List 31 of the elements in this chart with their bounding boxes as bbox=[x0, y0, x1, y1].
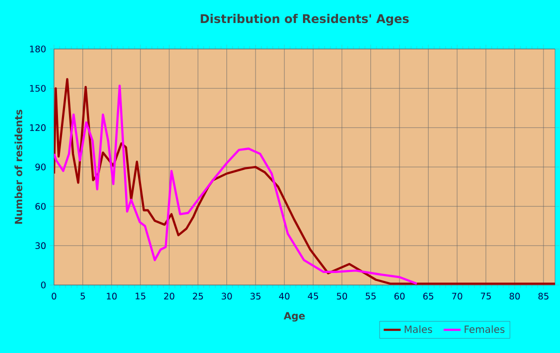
chart-title: Distribution of Residents' Ages bbox=[200, 14, 409, 26]
x-tick-label: 25 bbox=[192, 292, 203, 300]
x-tick-label: 80 bbox=[510, 292, 520, 300]
x-tick-label: 45 bbox=[308, 292, 318, 300]
x-tick-label: 60 bbox=[394, 292, 405, 300]
x-tick-label: 5 bbox=[80, 292, 85, 300]
x-tick-label: 20 bbox=[164, 292, 174, 300]
y-tick-label: 60 bbox=[35, 202, 46, 210]
x-tick-label: 55 bbox=[366, 292, 376, 300]
x-tick-label: 85 bbox=[538, 292, 548, 300]
y-tick-label: 30 bbox=[36, 242, 46, 250]
x-tick-label: 10 bbox=[106, 292, 117, 300]
line-series bbox=[54, 84, 418, 285]
x-tick-label: 0 bbox=[52, 292, 56, 300]
y-axis-title: Number of residents bbox=[14, 110, 22, 224]
x-tick-label: 35 bbox=[250, 292, 260, 300]
x-tick-label: 15 bbox=[136, 292, 146, 300]
x-axis-title: Age bbox=[284, 312, 305, 322]
x-tick-label: 65 bbox=[423, 292, 434, 300]
legend-label: Females bbox=[464, 325, 504, 334]
legend-label: Males bbox=[404, 325, 432, 334]
y-tick-label: 90 bbox=[35, 164, 46, 170]
x-tick-label: 40 bbox=[279, 292, 290, 300]
y-tick-label: 150 bbox=[30, 84, 46, 92]
y-tick-label: 180 bbox=[30, 46, 46, 52]
x-tick-label: 70 bbox=[452, 292, 462, 300]
x-tick-label: 50 bbox=[336, 292, 348, 300]
x-tick-label: 75 bbox=[480, 292, 491, 300]
y-tick-label: 0 bbox=[41, 282, 46, 288]
y-tick-label: 120 bbox=[30, 124, 46, 132]
x-tick-label: 30 bbox=[222, 292, 232, 300]
